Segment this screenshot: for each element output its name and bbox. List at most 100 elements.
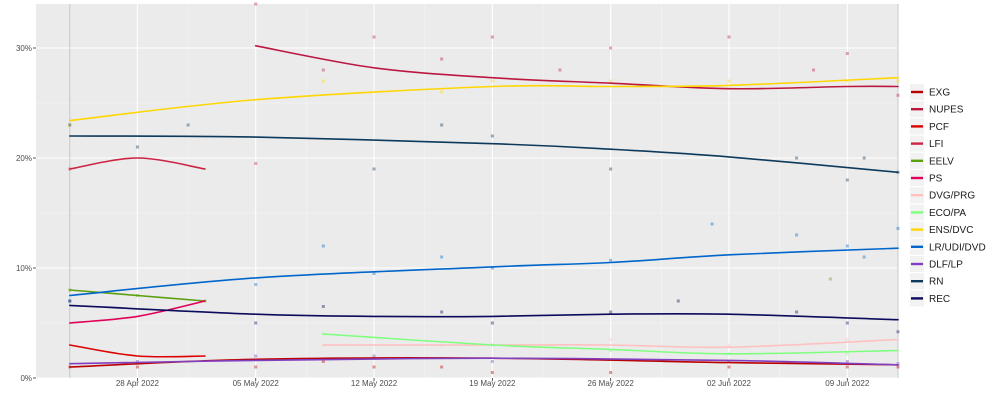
poll-point — [186, 123, 190, 127]
trend-line-pcf — [69, 344, 206, 358]
legend-label: RN — [929, 277, 943, 288]
trend-line-ens-dvc — [69, 76, 899, 122]
trend-line-dlf-lp — [69, 357, 899, 366]
x-tick-label: 09 Jun 2022 — [825, 379, 870, 388]
legend-label: EXG — [929, 88, 950, 99]
poll-point — [321, 305, 325, 308]
poll-point — [845, 52, 849, 55]
poll-point — [845, 178, 849, 182]
x-tick-label: 12 May 2022 — [351, 379, 398, 388]
poll-point — [896, 330, 900, 334]
poll-point — [896, 79, 900, 83]
legend-label: DVG/PRG — [929, 191, 975, 202]
poll-point — [609, 371, 613, 374]
legend: EXG NUPES PCF LFI EELV PS DVG/PRG ECO/PA ENS/DVC… — [910, 84, 986, 307]
poll-point — [440, 90, 444, 94]
poll-point — [254, 321, 258, 325]
poll-point — [727, 365, 731, 369]
legend-label: EELV — [929, 156, 954, 167]
poll-point — [609, 258, 613, 262]
poll-point — [609, 167, 613, 171]
poll-point — [372, 365, 376, 369]
poll-point — [490, 371, 494, 374]
poll-point — [254, 354, 258, 358]
poll-point — [896, 93, 900, 97]
trend-line-rec — [69, 304, 899, 321]
legend-label: ENS/DVC — [929, 225, 973, 236]
poll-point — [490, 360, 494, 363]
x-tick-label: 19 May 2022 — [469, 379, 516, 388]
poll-point — [254, 2, 258, 6]
y-tick-label: 20% — [16, 154, 32, 163]
poll-point — [440, 255, 444, 259]
poll-point — [135, 145, 139, 149]
trend-line-eelv — [69, 289, 206, 302]
poll-point — [68, 123, 72, 127]
poll-point — [845, 365, 849, 369]
poll-point — [440, 310, 444, 314]
axes: 0% 10% 20% 30% 28 Apr 2022 05 May 2022 12 May … — [16, 44, 870, 388]
trend-line-lr-udi-dvd — [69, 247, 899, 297]
x-tick-label: 26 May 2022 — [588, 379, 635, 388]
poll-point — [254, 162, 258, 165]
poll-point — [372, 35, 376, 39]
poll-point — [896, 226, 900, 230]
poll-point — [68, 299, 72, 303]
y-tick-label: 10% — [16, 264, 32, 273]
poll-point — [609, 79, 613, 83]
poll-point — [710, 222, 714, 226]
poll-point — [845, 338, 849, 341]
poll-point — [68, 123, 72, 127]
poll-point — [490, 321, 494, 325]
poll-point — [845, 352, 849, 356]
poll-point — [845, 79, 849, 83]
legend-label: PCF — [929, 122, 949, 133]
poll-point — [727, 35, 731, 39]
poll-point — [440, 123, 444, 127]
poll-point — [372, 167, 376, 171]
poll-point — [254, 365, 258, 369]
poll-point — [811, 68, 815, 72]
x-tick-label: 28 Apr 2022 — [116, 379, 160, 388]
poll-point — [896, 365, 900, 369]
poll-point — [845, 244, 849, 248]
legend-label: NUPES — [929, 105, 964, 116]
poll-point — [372, 272, 376, 275]
trend-line-rn — [69, 135, 899, 174]
poll-point — [321, 244, 325, 248]
poll-point — [490, 79, 494, 83]
poll-point — [845, 360, 849, 363]
poll-point — [609, 338, 613, 341]
poll-point — [609, 310, 613, 314]
poll-point — [135, 365, 139, 369]
poll-point — [490, 35, 494, 39]
reference-lines — [69, 4, 899, 378]
poll-point — [609, 349, 613, 352]
legend-label: LFI — [929, 139, 943, 150]
poll-point — [321, 79, 325, 83]
poll-point — [795, 156, 799, 160]
poll-point — [372, 354, 376, 358]
trend-line-dvg-prg — [322, 338, 899, 349]
poll-point — [490, 266, 494, 270]
legend-label: PS — [929, 174, 943, 185]
poll-point — [321, 68, 325, 72]
trend-line-nupes — [254, 45, 899, 90]
poll-point — [795, 310, 799, 314]
poll-point — [254, 283, 258, 286]
trend-line-lfi — [69, 157, 206, 170]
plot-panel-background — [36, 4, 898, 378]
x-tick-label: 02 Jun 2022 — [707, 379, 752, 388]
poll-point — [609, 46, 613, 50]
poll-point — [68, 299, 72, 303]
y-tick-label: 0% — [20, 374, 32, 383]
poll-point — [135, 360, 139, 363]
poll-point — [440, 365, 444, 369]
trend-lines — [69, 45, 899, 368]
poll-point — [845, 321, 849, 325]
y-tick-label: 30% — [16, 44, 32, 53]
poll-point — [321, 360, 325, 363]
poll-point — [727, 360, 731, 363]
